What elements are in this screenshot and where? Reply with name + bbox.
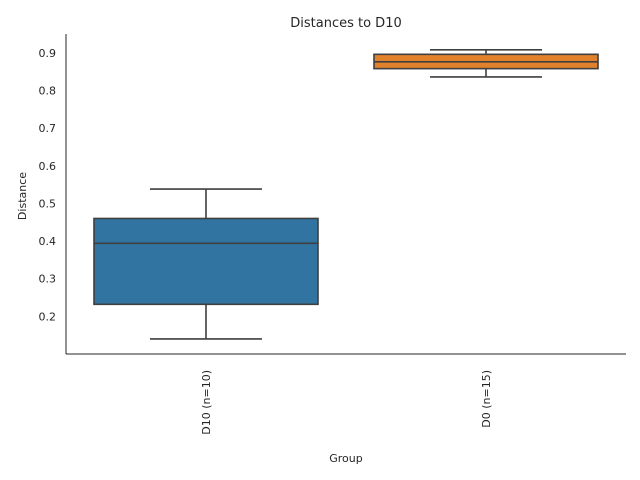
y-tick-label: 0.2 <box>39 310 57 323</box>
y-tick-label: 0.3 <box>39 273 57 286</box>
x-tick-label: D10 (n=10) <box>200 370 213 435</box>
y-tick-label: 0.9 <box>39 47 57 60</box>
chart-title: Distances to D10 <box>290 16 401 31</box>
y-axis-label: Distance <box>16 172 29 220</box>
x-tick-label: D0 (n=15) <box>480 370 493 428</box>
y-tick-label: 0.6 <box>39 160 57 173</box>
x-axis-label: Group <box>329 452 363 465</box>
y-tick-label: 0.4 <box>39 235 57 248</box>
plot-area: 0.2 0.3 0.4 0.5 0.6 0.7 0.8 0.9 D10 (n=10) D0 (n=… <box>39 34 626 435</box>
y-tick-label: 0.7 <box>39 122 57 135</box>
box-iqr <box>93 217 319 306</box>
y-tick-label: 0.5 <box>39 197 57 210</box>
y-tick-label: 0.8 <box>39 84 57 97</box>
